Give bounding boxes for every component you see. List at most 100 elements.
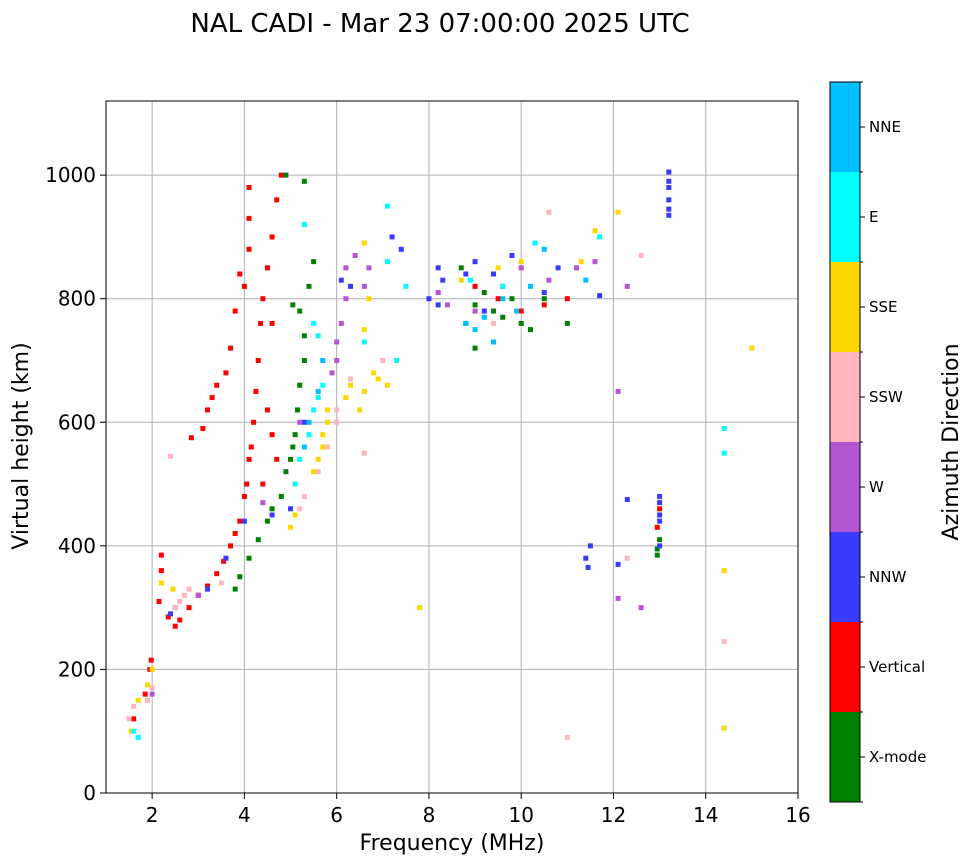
data-point-sse <box>135 697 141 703</box>
data-point-w <box>518 265 524 271</box>
data-point-nnw <box>583 555 589 561</box>
data-point-ssw <box>361 450 367 456</box>
data-point-nnw <box>481 308 487 314</box>
y-tick-label: 1000 <box>45 163 96 187</box>
data-point-vertical <box>131 716 137 722</box>
data-point-w <box>574 265 580 271</box>
data-point-nnw <box>666 169 672 175</box>
data-point-w <box>615 595 621 601</box>
data-point-x-mode <box>458 265 464 271</box>
data-point-vertical <box>214 382 220 388</box>
data-point-vertical <box>564 296 570 302</box>
data-point-vertical <box>209 395 215 401</box>
data-point-sse <box>518 259 524 265</box>
data-point-vertical <box>232 308 238 314</box>
data-point-vertical <box>223 370 229 376</box>
data-point-nnw <box>435 302 441 308</box>
data-point-vertical <box>228 345 234 351</box>
data-point-nnw <box>587 543 593 549</box>
data-point-sse <box>592 228 598 234</box>
data-point-w <box>361 283 367 289</box>
data-point-e <box>301 222 307 228</box>
data-point-vertical <box>241 493 247 499</box>
x-tick-label: 2 <box>146 803 159 827</box>
data-point-e <box>597 234 603 240</box>
data-point-sse <box>371 370 377 376</box>
data-point-e <box>135 734 141 740</box>
colorbar-tick-label: Vertical <box>869 658 925 676</box>
data-point-nnw <box>666 206 672 212</box>
y-axis-label: Virtual height (km) <box>9 342 34 549</box>
data-point-vertical <box>472 283 478 289</box>
data-point-e <box>311 407 317 413</box>
data-point-vertical <box>258 320 264 326</box>
data-point-sse <box>375 376 381 382</box>
data-point-nnw <box>491 271 497 277</box>
data-point-vertical <box>269 432 275 438</box>
data-point-ssw <box>324 444 330 450</box>
data-point-ssw <box>546 209 552 215</box>
data-point-nnw <box>440 277 446 283</box>
data-point-vertical <box>246 246 252 252</box>
data-point-sse <box>288 524 294 530</box>
data-point-vertical <box>255 358 261 363</box>
data-point-ssw <box>186 586 192 592</box>
data-point-sse <box>361 388 367 394</box>
data-point-vertical <box>260 296 266 302</box>
data-point-x-mode <box>290 302 296 308</box>
data-point-x-mode <box>306 283 312 289</box>
data-point-nnw <box>348 283 354 289</box>
data-point-vertical <box>241 283 247 289</box>
data-point-nne <box>500 296 506 302</box>
data-point-vertical <box>214 571 220 577</box>
data-point-x-mode <box>301 358 307 363</box>
data-point-nne <box>481 314 487 320</box>
data-point-vertical <box>165 614 171 620</box>
data-point-nnw <box>666 197 672 203</box>
data-point-sse <box>721 568 727 574</box>
data-point-sse <box>320 432 326 438</box>
data-point-sse <box>458 277 464 283</box>
data-point-nnw <box>666 178 672 184</box>
data-point-vertical <box>232 531 238 536</box>
data-point-e <box>467 277 473 283</box>
data-point-sse <box>343 395 349 401</box>
y-tick-label: 200 <box>58 657 96 681</box>
data-point-x-mode <box>491 308 497 314</box>
data-point-w <box>195 592 201 598</box>
data-point-x-mode <box>237 574 243 580</box>
data-point-vertical <box>156 598 162 604</box>
colorbar-tick-label: X-mode <box>869 748 926 766</box>
data-point-w <box>624 283 630 289</box>
data-point-nnw <box>657 493 663 499</box>
data-point-vertical <box>237 518 243 524</box>
data-point-vertical <box>495 296 501 302</box>
chart-title: NAL CADI - Mar 23 07:00:00 2025 UTC <box>190 9 689 39</box>
colorbar-tick-label: NNE <box>869 118 901 136</box>
data-point-vertical <box>204 583 210 589</box>
data-point-e <box>315 333 321 339</box>
x-tick-label: 16 <box>785 803 810 827</box>
data-point-vertical <box>657 506 663 512</box>
data-point-x-mode <box>288 456 294 462</box>
data-point-ssw <box>348 376 354 382</box>
data-point-vertical <box>274 197 280 203</box>
data-point-vertical <box>158 568 164 574</box>
y-tick-label: 0 <box>83 781 96 805</box>
data-point-nne <box>320 358 326 363</box>
data-point-e <box>721 425 727 431</box>
data-point-x-mode <box>292 432 298 438</box>
data-point-e <box>721 450 727 456</box>
data-point-nnw <box>509 252 515 258</box>
data-point-vertical <box>172 623 178 629</box>
plot-frame <box>105 100 799 794</box>
data-point-sse <box>324 407 330 413</box>
data-point-x-mode <box>500 314 506 320</box>
data-point-vertical <box>260 481 266 487</box>
data-point-x-mode <box>541 296 547 302</box>
data-point-nnw <box>288 506 294 512</box>
data-point-w <box>615 388 621 394</box>
data-point-x-mode <box>294 407 300 413</box>
data-point-x-mode <box>301 333 307 339</box>
data-point-ssw <box>380 358 386 363</box>
